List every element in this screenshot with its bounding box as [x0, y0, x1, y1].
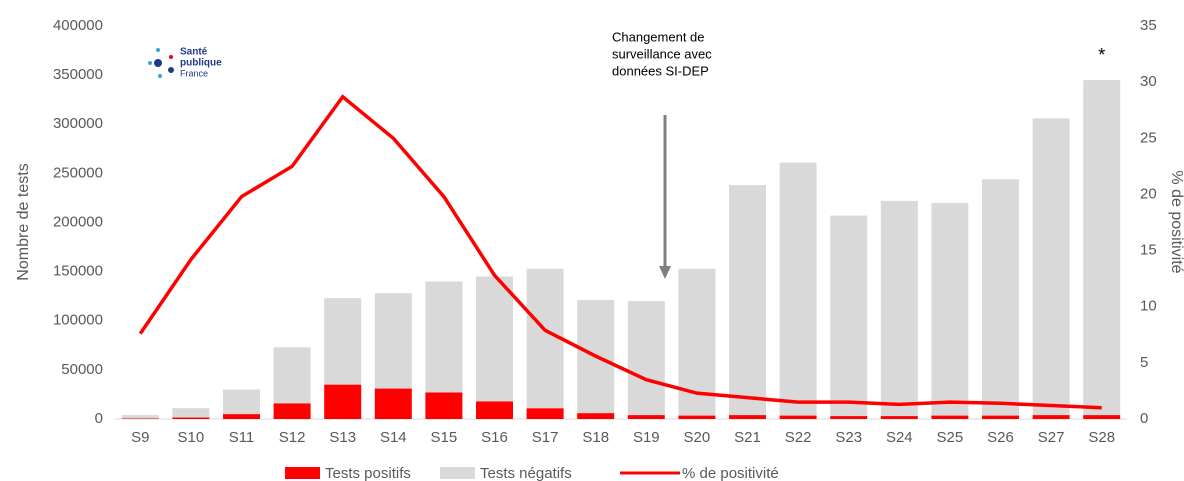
y-tick-label: 200000 [53, 213, 103, 230]
bar [627, 301, 665, 416]
y-tick-label: 150000 [53, 263, 103, 280]
y2-tick-label: 5 [1140, 354, 1148, 371]
legend-label: Tests positifs [325, 465, 411, 481]
bar [779, 415, 817, 419]
bar [880, 200, 918, 417]
y2-tick-label: 0 [1140, 410, 1148, 427]
logo-dot [158, 74, 162, 78]
bar [476, 401, 513, 419]
x-tick-label: S27 [1038, 429, 1065, 446]
x-tick-label: S20 [684, 429, 711, 446]
bar [931, 415, 969, 419]
y2-tick-label: 20 [1140, 185, 1157, 202]
logo-dot [154, 59, 162, 67]
bar [1083, 415, 1121, 419]
annotation: données SI-DEP [612, 63, 709, 78]
legend-swatch [440, 467, 475, 479]
y-tick-label: 250000 [53, 164, 103, 181]
x-tick-label: S19 [633, 429, 660, 446]
bar [121, 415, 159, 419]
bar [324, 384, 362, 419]
x-tick-label: S9 [131, 429, 149, 446]
bar [931, 202, 969, 416]
y2-tick-label: 30 [1140, 73, 1157, 90]
bar [729, 185, 766, 416]
bar [982, 415, 1019, 419]
bar [1032, 118, 1070, 416]
logo-dot [148, 61, 152, 65]
y2-tick-label: 25 [1140, 129, 1157, 146]
y-axis-label: Nombre de tests [15, 163, 32, 280]
logo-text: Santé [180, 47, 208, 58]
bar [779, 162, 817, 416]
bar [425, 392, 463, 419]
legend-label: Tests négatifs [480, 465, 572, 481]
x-tick-label: S23 [835, 429, 862, 446]
x-tick-label: S21 [734, 429, 761, 446]
x-tick-label: S16 [481, 429, 508, 446]
bar [880, 416, 918, 419]
x-tick-label: S13 [329, 429, 356, 446]
legend-swatch [285, 467, 320, 479]
x-tick-label: S10 [178, 429, 205, 446]
asterisk: * [1098, 45, 1105, 65]
x-tick-label: S17 [532, 429, 559, 446]
logo-dot [168, 67, 174, 73]
y-tick-label: 300000 [53, 115, 103, 132]
x-tick-label: S14 [380, 429, 407, 446]
logo-text: France [180, 68, 208, 78]
bar [172, 417, 210, 419]
bar [982, 179, 1019, 416]
bar [729, 415, 766, 419]
bar [678, 415, 716, 419]
bar [223, 389, 260, 415]
bar [223, 414, 260, 419]
x-tick-label: S11 [229, 429, 255, 446]
bar [273, 403, 311, 419]
y2-tick-label: 35 [1140, 17, 1157, 34]
logo-dot [156, 48, 160, 52]
bar [476, 276, 513, 402]
x-tick-label: S15 [431, 429, 458, 446]
bar [324, 298, 362, 385]
annotation: Changement de [612, 29, 705, 44]
y-tick-label: 350000 [53, 66, 103, 83]
bar [830, 215, 868, 417]
x-tick-label: S12 [279, 429, 306, 446]
y-tick-label: 0 [95, 410, 103, 427]
bar [526, 408, 564, 419]
positivity-line [138, 94, 1102, 410]
logo-dot [169, 55, 173, 59]
bar [627, 415, 665, 419]
y-tick-label: 100000 [53, 312, 103, 329]
x-tick-label: S28 [1088, 429, 1115, 446]
x-tick-label: S24 [886, 429, 913, 446]
bar [374, 388, 412, 419]
logo: Santé publique France [148, 47, 222, 78]
y2-axis-label: % de positivité [1168, 170, 1184, 273]
x-tick-label: S22 [785, 429, 812, 446]
bar [830, 416, 868, 419]
y2-tick-label: 15 [1140, 242, 1157, 259]
y-tick-label: 400000 [53, 17, 103, 34]
x-tick-label: S18 [582, 429, 609, 446]
annotation: surveillance avec [612, 46, 712, 61]
bar [577, 413, 615, 419]
bar [1083, 80, 1121, 416]
x-tick-label: S26 [987, 429, 1014, 446]
logo-text: publique [180, 58, 222, 69]
legend-label: % de positivité [682, 465, 779, 481]
bar [425, 281, 463, 393]
bar [1032, 415, 1070, 419]
y2-tick-label: 10 [1140, 298, 1157, 315]
bar [374, 293, 412, 389]
x-tick-label: S25 [937, 429, 964, 446]
annotation-arrowhead [659, 266, 671, 279]
bar [273, 347, 311, 404]
y-tick-label: 50000 [61, 361, 103, 378]
bar [172, 408, 210, 418]
